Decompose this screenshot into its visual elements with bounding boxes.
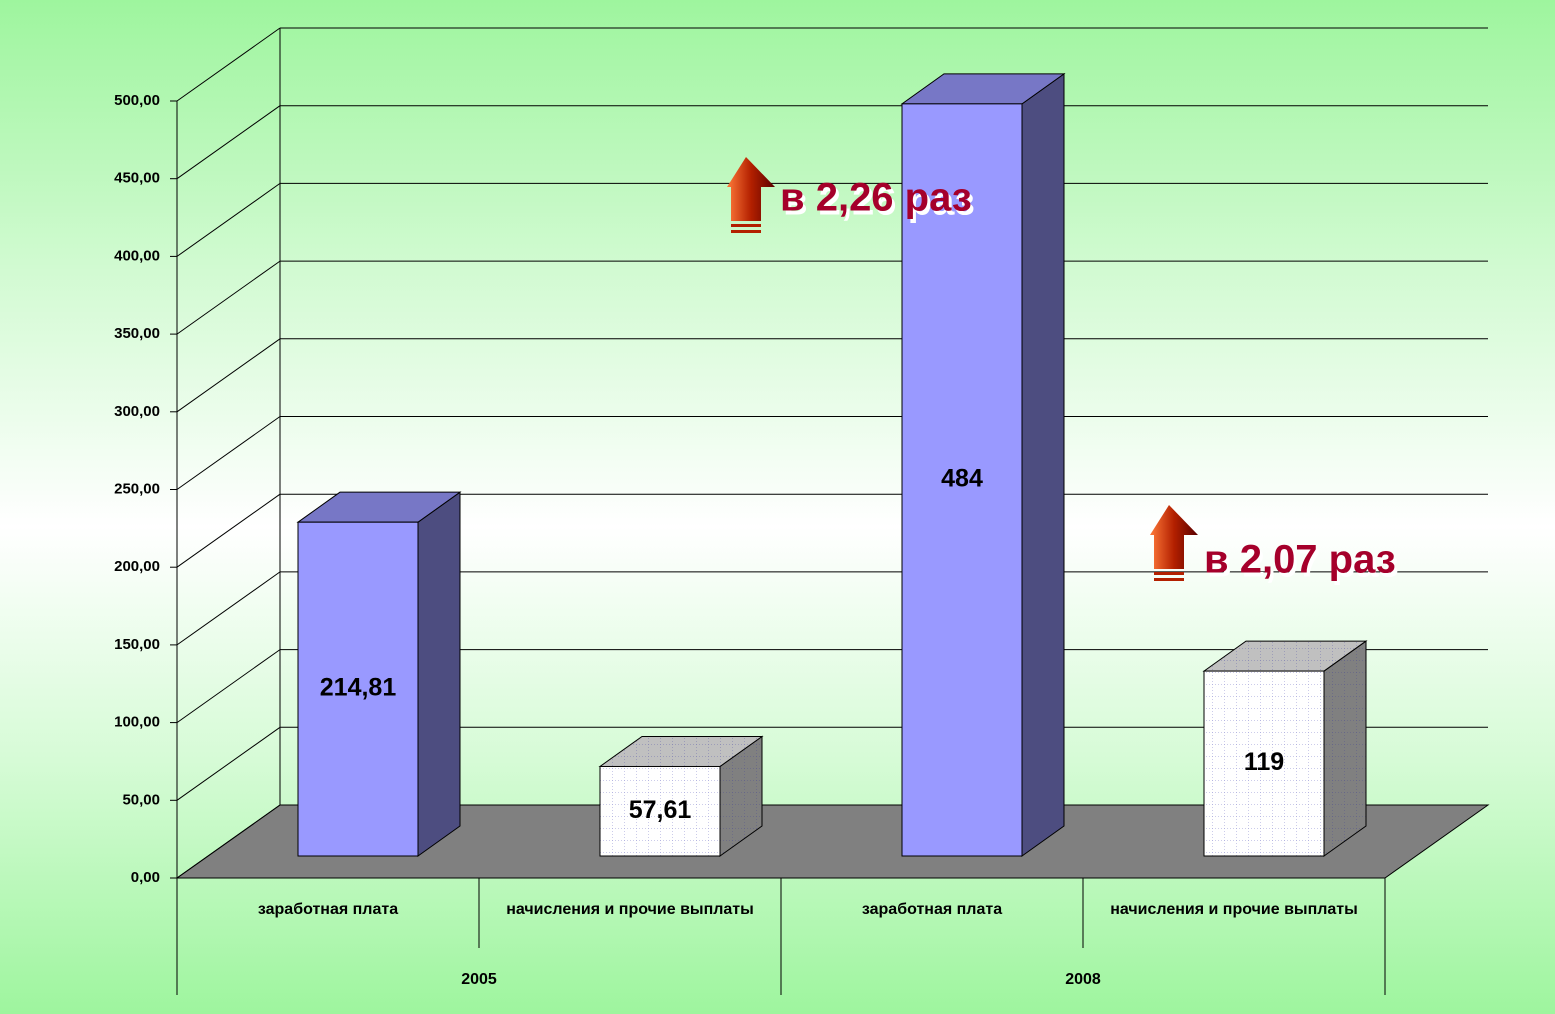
grid-line (176, 105, 281, 180)
bar-side (1323, 640, 1367, 857)
y-tick-label: 250,00 (114, 480, 160, 497)
bar (1203, 670, 1325, 857)
grid-line (176, 804, 281, 879)
arrow (727, 157, 775, 221)
grid-line (176, 27, 281, 102)
bar (901, 103, 1023, 857)
grid-line (176, 726, 281, 801)
y-tick-label: 500,00 (114, 92, 160, 109)
annotation-shadow: в 2,07 раз (1207, 542, 1399, 586)
grid-line (176, 416, 281, 490)
group-label: 2005 (461, 971, 497, 988)
y-tick-label: 150,00 (114, 636, 160, 653)
x-tick-label: заработная плата (257, 901, 399, 918)
grid-line (176, 338, 281, 413)
annotation-shadow: в 2,26 раз (783, 180, 975, 224)
value-label: 484 (941, 465, 983, 493)
group-label: 2008 (1065, 971, 1101, 988)
annotation: в 2,26 раз (780, 176, 972, 220)
bar (297, 521, 419, 857)
bar (599, 765, 721, 857)
annotation: в 2,07 раз (1204, 538, 1396, 582)
grid-line (176, 571, 281, 646)
arrow-stripe (1154, 578, 1184, 581)
y-tick-label: 100,00 (114, 714, 160, 731)
value-label: 57,61 (629, 796, 692, 824)
y-tick-label: 50,00 (122, 791, 160, 808)
y-tick-label: 0,00 (131, 869, 160, 886)
x-tick-label: начисления и прочие выплаты (506, 901, 754, 918)
bar-side (1021, 72, 1065, 857)
arrow-stripe (731, 230, 761, 233)
grid-line (176, 493, 281, 568)
y-tick-label: 450,00 (114, 170, 160, 187)
y-tick-label: 300,00 (114, 403, 160, 420)
value-label: 119 (1244, 748, 1284, 776)
x-tick-label: заработная плата (861, 901, 1003, 918)
grid-line (176, 182, 281, 257)
arrow (1150, 505, 1198, 569)
y-tick-label: 200,00 (114, 558, 160, 575)
y-tick-label: 350,00 (114, 325, 160, 342)
value-label: 214,81 (320, 674, 397, 702)
grid-line (176, 649, 281, 724)
x-tick-label: начисления и прочие выплаты (1110, 901, 1358, 918)
y-tick-label: 400,00 (114, 247, 160, 264)
arrow-stripe (1154, 572, 1184, 575)
bar-side (417, 491, 461, 857)
arrow-stripe (731, 224, 761, 227)
grid-line (176, 260, 281, 335)
